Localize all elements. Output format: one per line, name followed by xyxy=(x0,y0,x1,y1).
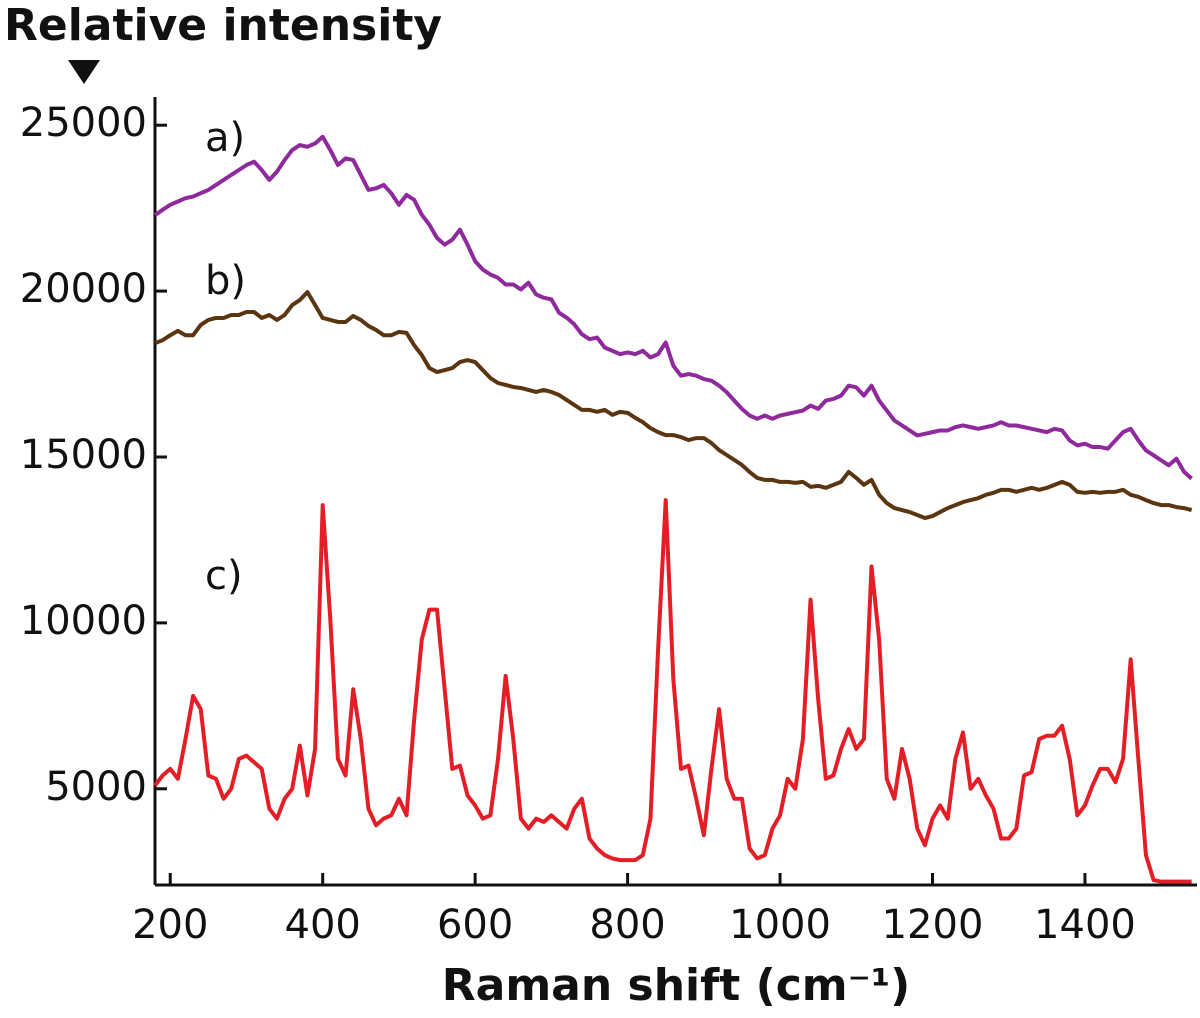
x-tick-label: 400 xyxy=(285,902,361,948)
series-label: a) xyxy=(205,115,245,161)
x-tick-label: 200 xyxy=(132,902,208,948)
y-tick-label: 25000 xyxy=(20,100,147,146)
series-line xyxy=(153,498,1192,884)
series-label: b) xyxy=(205,258,246,304)
x-tick-label: 1200 xyxy=(882,902,984,948)
y-tick-label: 15000 xyxy=(20,432,147,478)
series-label: c) xyxy=(205,553,243,599)
series-line xyxy=(154,290,1193,521)
x-tick-label: 1400 xyxy=(1034,902,1136,948)
y-tick-label: 5000 xyxy=(45,764,147,810)
chart-title: Relative intensity xyxy=(4,0,442,51)
x-tick-label: 800 xyxy=(589,902,665,948)
series-line xyxy=(153,134,1193,481)
x-tick-label: 1000 xyxy=(729,902,831,948)
x-axis-label: Raman shift (cm⁻¹) xyxy=(442,960,911,1011)
x-tick-label: 600 xyxy=(437,902,513,948)
y-tick-label: 20000 xyxy=(20,266,147,312)
y-tick-label: 10000 xyxy=(20,598,147,644)
axis-arrow xyxy=(68,60,100,84)
